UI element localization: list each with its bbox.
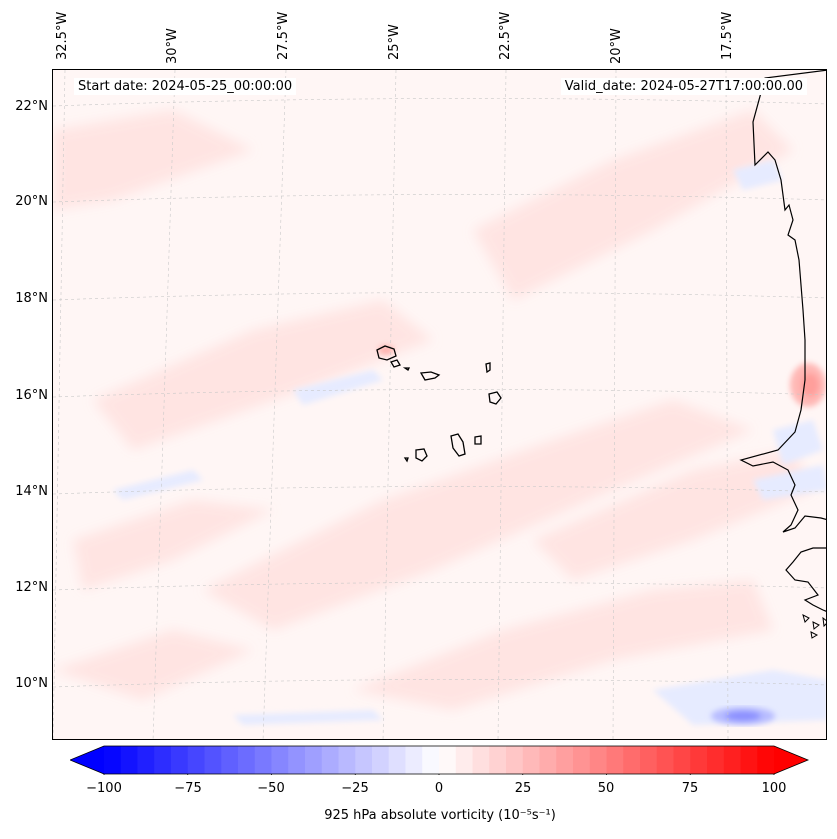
- negative-vorticity-patches: [113, 160, 826, 725]
- island-brava: [403, 457, 409, 463]
- colorbar-segment: [338, 746, 356, 774]
- graticule: [53, 70, 826, 739]
- colorbar-label: 925 hPa absolute vorticity (10⁻⁵s⁻¹): [324, 808, 556, 823]
- island-boa-vista: [488, 391, 502, 405]
- colorbar-segment: [171, 746, 189, 774]
- lon-label: 32.5°W: [55, 11, 70, 60]
- colorbar-tick-label: 50: [597, 781, 615, 796]
- colorbar-segment: [271, 746, 289, 774]
- positive-vorticity-bands: [53, 110, 813, 710]
- colorbar-segment: [623, 746, 641, 774]
- lon-label: 17.5°W: [720, 11, 735, 60]
- colorbar-segment: [656, 746, 675, 774]
- colorbar-segment: [707, 746, 725, 774]
- strong-negative-core: [711, 707, 775, 725]
- colorbar-segment: [154, 746, 172, 774]
- island-santiago: [450, 433, 466, 457]
- colorbar-segment: [556, 746, 574, 774]
- colorbar-segment: [439, 746, 457, 774]
- island-santa-luzia: [402, 367, 411, 371]
- island-santo-antao: [376, 345, 397, 361]
- colorbar-tick-label: 25: [514, 781, 532, 796]
- colorbar-segment: [539, 746, 557, 774]
- colorbar-segment: [589, 746, 608, 774]
- colorbar-tick-label: −100: [86, 781, 122, 796]
- colorbar-tick-label: 0: [434, 781, 444, 796]
- colorbar-segment: [740, 746, 758, 774]
- lat-label: 10°N: [15, 676, 48, 691]
- colorbar-segment: [422, 746, 440, 774]
- colorbar-segment: [187, 746, 206, 774]
- island-sal: [485, 362, 491, 374]
- bijagos-islands: [802, 614, 826, 639]
- map-panel: [52, 69, 827, 740]
- colorbar-segment: [388, 746, 407, 774]
- colorbar-segment: [606, 746, 624, 774]
- island-sao-nicolau: [419, 371, 441, 381]
- colorbar-segment: [254, 746, 273, 774]
- africa-coastline: [739, 70, 826, 612]
- colorbar-segment: [120, 746, 139, 774]
- lon-label: 25°W: [387, 24, 402, 60]
- colorbar-segment: [723, 746, 742, 774]
- colorbar-segment: [489, 746, 507, 774]
- valid-date-label: Valid_date: 2024-05-27T17:00:00.00: [560, 78, 807, 95]
- colorbar-segment: [104, 746, 122, 774]
- lon-label: 20°W: [609, 28, 624, 64]
- colorbar-segment: [690, 746, 708, 774]
- cape-verde-islands: [376, 345, 502, 463]
- colorbar-tick-label: −25: [341, 781, 369, 796]
- colorbar-segment: [372, 746, 390, 774]
- colorbar-segment: [522, 746, 541, 774]
- lat-label: 18°N: [15, 291, 48, 306]
- colorbar-extend-max: [774, 746, 808, 774]
- island-maio: [474, 435, 482, 445]
- colorbar-segment: [321, 746, 340, 774]
- island-sao-vicente: [390, 359, 401, 368]
- colorbar-segment: [472, 746, 490, 774]
- colorbar-tick-label: 75: [681, 781, 699, 796]
- colorbar-segment: [221, 746, 239, 774]
- lat-label: 12°N: [15, 580, 48, 595]
- colorbar-segment: [137, 746, 155, 774]
- colorbar-segments: [104, 746, 775, 774]
- lon-label: 22.5°W: [498, 11, 513, 60]
- colorbar-segment: [405, 746, 423, 774]
- lon-label: 30°W: [165, 28, 180, 64]
- colorbar-segment: [757, 746, 775, 774]
- colorbar-segment: [640, 746, 658, 774]
- start-date-label: Start date: 2024-05-25_00:00:00: [74, 78, 297, 95]
- vorticity-map: [53, 70, 826, 739]
- colorbar-segment: [355, 746, 373, 774]
- colorbar-tick-label: 100: [761, 781, 787, 796]
- lat-label: 22°N: [15, 99, 48, 114]
- colorbar-tick-label: −75: [174, 781, 202, 796]
- colorbar-segment: [204, 746, 222, 774]
- colorbar-segment: [238, 746, 256, 774]
- lat-label: 14°N: [15, 484, 48, 499]
- lon-label: 27.5°W: [276, 11, 291, 60]
- island-fogo: [415, 448, 428, 462]
- colorbar-tick-label: −50: [257, 781, 285, 796]
- lat-label: 20°N: [15, 194, 48, 209]
- colorbar-segment: [288, 746, 306, 774]
- colorbar-tick-marks: [103, 774, 775, 775]
- colorbar-segment: [305, 746, 323, 774]
- colorbar-segment: [506, 746, 524, 774]
- colorbar: [70, 745, 810, 775]
- colorbar-segment: [455, 746, 474, 774]
- colorbar-extend-min: [70, 746, 104, 774]
- lat-label: 16°N: [15, 388, 48, 403]
- colorbar-segment: [673, 746, 691, 774]
- colorbar-segment: [573, 746, 591, 774]
